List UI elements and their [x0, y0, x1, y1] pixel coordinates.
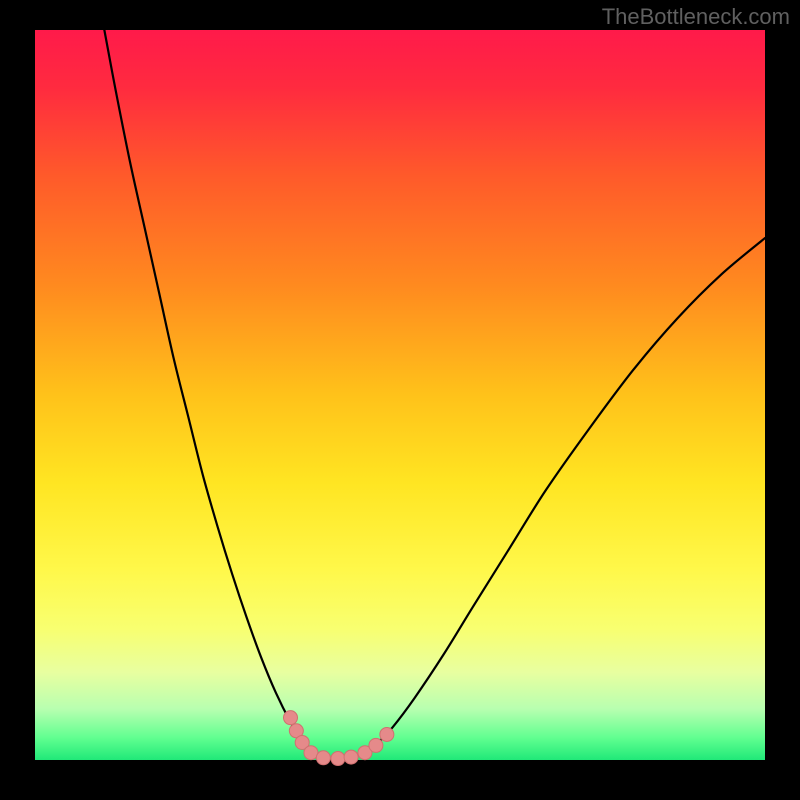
data-marker	[284, 711, 298, 725]
data-marker	[316, 751, 330, 765]
bottleneck-chart	[0, 0, 800, 800]
plot-background	[35, 30, 765, 760]
chart-container: TheBottleneck.com	[0, 0, 800, 800]
data-marker	[369, 738, 383, 752]
data-marker	[380, 727, 394, 741]
data-marker	[331, 752, 345, 766]
data-marker	[344, 750, 358, 764]
watermark-text: TheBottleneck.com	[602, 4, 790, 30]
data-marker	[304, 746, 318, 760]
